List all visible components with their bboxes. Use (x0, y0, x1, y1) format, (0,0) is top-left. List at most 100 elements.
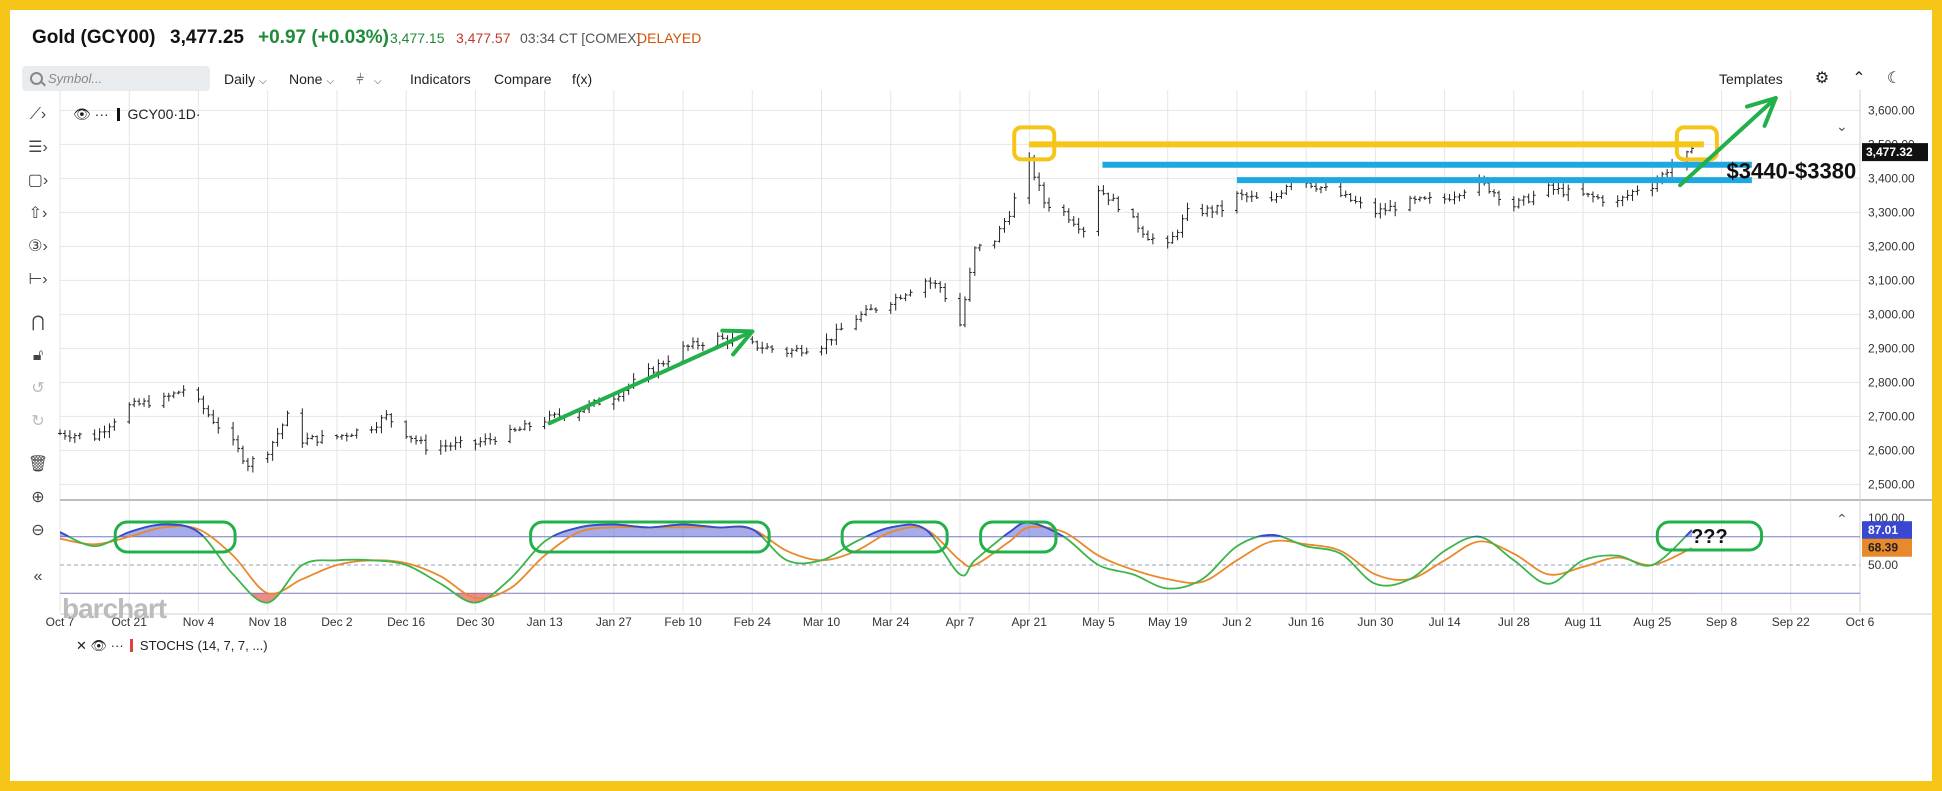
y-tick-label: 3,300.00 (1868, 205, 1915, 219)
counter-tool-icon[interactable]: ③› (28, 238, 48, 255)
zoom-out-icon[interactable]: ⊖ (31, 522, 45, 539)
interval-dropdown[interactable]: Daily ⌵ (224, 71, 267, 87)
x-tick-label: Aug 25 (1633, 615, 1671, 629)
chart-type-dropdown[interactable]: ⫩ ⌵ (356, 71, 382, 88)
quote-time: 03:34 CT [COMEX] (520, 30, 641, 46)
overbought-highlight-box[interactable] (529, 520, 771, 554)
ohlc-bars-icon: ⫩ (356, 71, 365, 87)
stoch-value-marker (1862, 538, 1912, 557)
chevron-down-icon: ⌵ (326, 76, 335, 87)
stoch-tick-label: 50.00 (1868, 558, 1898, 572)
eye-icon[interactable]: 👁︎ (73, 106, 91, 122)
x-tick-label: Oct 6 (1846, 615, 1875, 629)
last-price-label: 3,477.32 (1866, 145, 1913, 159)
stoch-k-overbought-line (60, 521, 1693, 537)
y-tick-label: 2,800.00 (1868, 375, 1915, 389)
chart-canvas[interactable]: Oct 7 Oct 21 Nov 4 Nov 18 Dec 2 Dec 16 Dec 30 J… (10, 10, 1932, 781)
more-icon[interactable]: ··· (94, 106, 109, 122)
x-tick-label: Dec 30 (456, 615, 494, 629)
x-tick-label: Dec 16 (387, 615, 425, 629)
trendline-tool-icon[interactable]: ⟋› (29, 106, 47, 123)
x-tick-label: Jan 27 (596, 615, 632, 629)
resistance-highlight-box[interactable] (1674, 125, 1719, 162)
overbought-highlight-box[interactable] (979, 520, 1058, 554)
stoch-value-marker (1862, 521, 1912, 540)
zoom-in-icon[interactable]: ⊕ (31, 489, 45, 506)
more-icon[interactable]: ··· (110, 638, 124, 653)
stoch-value-label: 87.01 (1868, 523, 1898, 537)
bid-price: 3,477.15 (390, 30, 445, 46)
trend-arrow-head[interactable] (720, 328, 755, 357)
x-tick-label: Oct 7 (46, 615, 75, 629)
overbought-highlight-box[interactable] (113, 520, 237, 554)
collapse-up-icon[interactable]: ⌃ (1852, 70, 1866, 87)
y-tick-label: 3,400.00 (1868, 171, 1915, 185)
price-legend: 👁︎ ··· GCY00·1D· (73, 106, 201, 123)
eye-icon[interactable]: 👁︎ (90, 638, 108, 653)
series-color-swatch (116, 108, 120, 121)
magnet-icon[interactable]: ⋂ (31, 314, 45, 331)
x-tick-label: Oct 21 (112, 615, 148, 629)
question-label: ??? (1691, 526, 1728, 548)
last-price: 3,477.25 (170, 27, 244, 48)
x-tick-label: Sep 8 (1706, 615, 1738, 629)
x-tick-label: Apr 7 (946, 615, 975, 629)
indicators-button[interactable]: Indicators (410, 71, 471, 87)
x-tick-label: Aug 11 (1564, 615, 1601, 629)
aggregation-label: None (289, 71, 323, 87)
last-price-marker (1862, 143, 1928, 162)
question-highlight-box[interactable] (1655, 520, 1764, 552)
symbol-title: Gold (GCY00) (32, 27, 156, 48)
stoch-color-swatch (130, 639, 134, 652)
chevron-up-icon: ⌃ (1836, 511, 1848, 527)
x-tick-label: Sep 22 (1772, 615, 1810, 629)
x-tick-label: Jul 14 (1429, 615, 1461, 629)
lock-icon[interactable]: 🔓︎ (32, 347, 44, 364)
delayed-badge: DELAYED (637, 30, 702, 46)
y-tick-label: 3,000.00 (1868, 307, 1915, 321)
x-tick-label: Apr 21 (1012, 615, 1048, 629)
chart-toolbar: Symbol... Daily ⌵ None ⌵ ⫩ ⌵ Indicators Com… (10, 62, 1932, 96)
chevron-down-icon: ⌵ (374, 76, 382, 87)
resistance-highlight-box[interactable] (1012, 125, 1057, 162)
chart-legend-label: GCY00·1D· (127, 106, 201, 122)
undo-icon[interactable]: ↺ (31, 380, 45, 397)
redo-icon[interactable]: ↻ (31, 413, 45, 430)
barchart-watermark: barchart (62, 593, 167, 624)
compare-button[interactable]: Compare (494, 71, 552, 87)
collapse-sidebar-icon[interactable]: « (33, 568, 43, 585)
aggregation-dropdown[interactable]: None ⌵ (289, 71, 334, 87)
gear-icon[interactable]: ⚙ (1814, 70, 1830, 87)
price-change: +0.97 (+0.03%) (258, 27, 389, 48)
x-tick-label: Nov 4 (183, 615, 215, 629)
templates-button[interactable]: Templates (1719, 71, 1783, 87)
chevron-down-icon: ⌵ (259, 76, 267, 87)
x-tick-label: Jun 2 (1222, 615, 1252, 629)
x-tick-label: Jul 28 (1498, 615, 1530, 629)
chart-window: Gold (GCY00) 3,477.25 +0.97 (+0.03%) 3,4… (10, 10, 1932, 781)
x-tick-label: Mar 24 (872, 615, 910, 629)
trend-arrow[interactable] (547, 329, 755, 426)
trash-icon[interactable]: 🗑︎ (27, 456, 49, 473)
x-tick-label: Mar 10 (803, 615, 841, 629)
ask-price: 3,477.57 (456, 30, 511, 46)
x-tick-label: Nov 18 (249, 615, 287, 629)
breakout-arrow-head[interactable] (1745, 96, 1778, 128)
function-button[interactable]: f(x) (572, 71, 593, 87)
y-tick-label: 3,100.00 (1868, 273, 1915, 287)
chevron-down-icon: ⌄ (1836, 118, 1848, 134)
arrow-tool-icon[interactable]: ⇧› (28, 205, 48, 222)
fib-tool-icon[interactable]: ☰› (28, 139, 48, 156)
overbought-highlight-box[interactable] (840, 520, 949, 554)
x-tick-label: Jun 30 (1357, 615, 1393, 629)
close-icon[interactable]: ✕ (76, 638, 87, 653)
symbol-search-input[interactable]: Symbol... (22, 66, 210, 91)
moon-icon[interactable]: ☾ (1886, 70, 1902, 87)
breakout-arrow[interactable] (1678, 96, 1778, 188)
x-tick-label: Jun 16 (1288, 615, 1324, 629)
measure-tool-icon[interactable]: ⊢› (28, 271, 48, 288)
x-tick-label: Dec 2 (321, 615, 353, 629)
x-tick-label: Feb 24 (734, 615, 772, 629)
y-tick-label: 3,200.00 (1868, 239, 1915, 253)
shape-tool-icon[interactable]: ▢› (27, 172, 49, 189)
